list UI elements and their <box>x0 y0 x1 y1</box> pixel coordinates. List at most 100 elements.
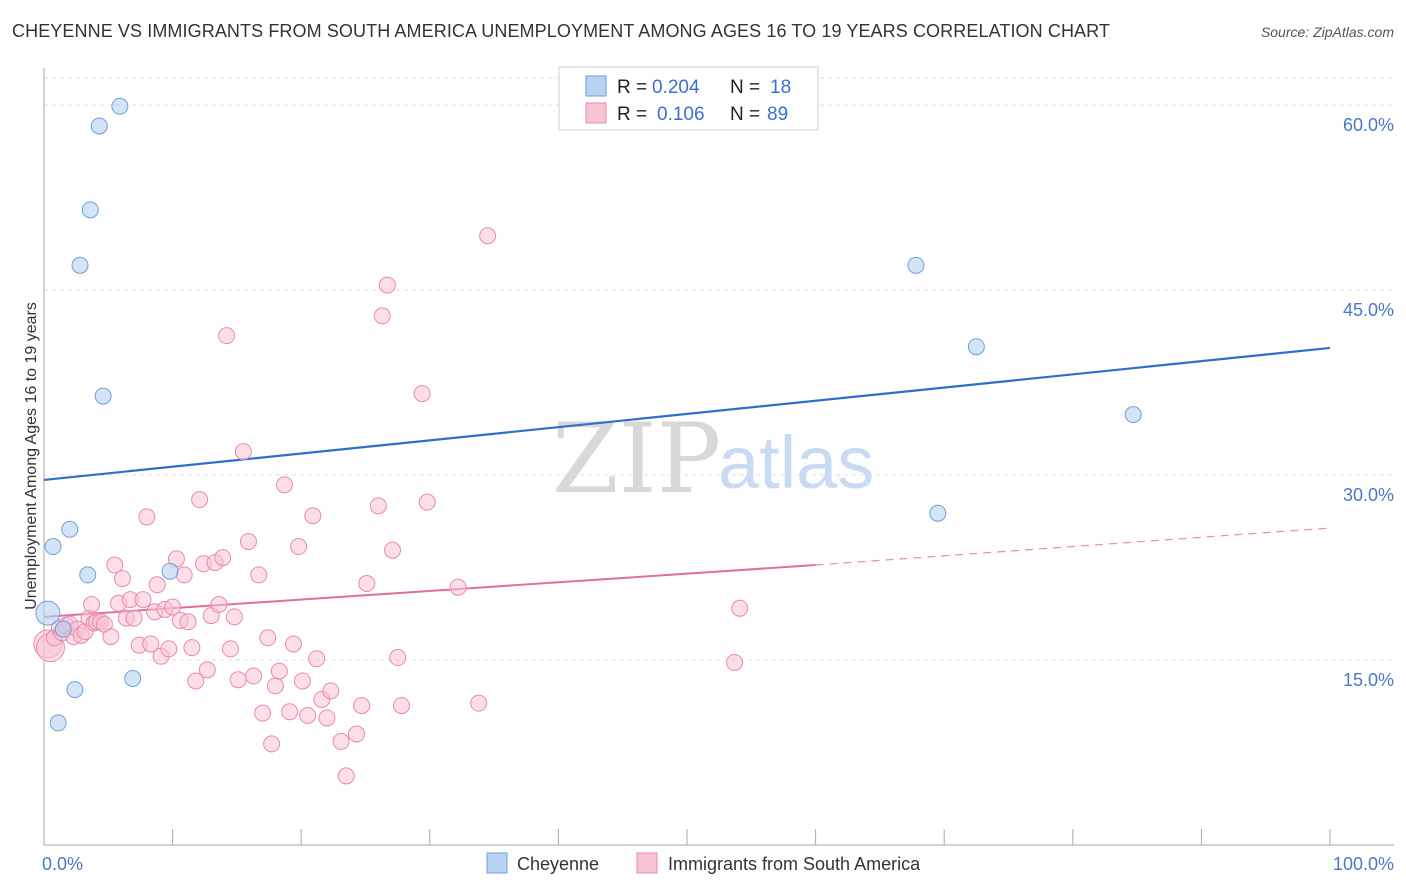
y-tick-labels: 15.0% 30.0% 45.0% 60.0% <box>1343 115 1394 690</box>
point-immigrants-12 <box>83 596 101 613</box>
point-immigrants-84 <box>449 578 467 596</box>
point-immigrants-55 <box>254 704 272 722</box>
point-cheyenne-1 <box>44 538 62 556</box>
point-immigrants-74 <box>353 697 371 715</box>
point-immigrants-36 <box>175 566 193 584</box>
point-cheyenne-4 <box>66 681 84 699</box>
grid-lines <box>44 77 1394 661</box>
point-cheyenne-2 <box>49 714 67 732</box>
chart-title: CHEYENNE VS IMMIGRANTS FROM SOUTH AMERIC… <box>12 21 1111 41</box>
point-immigrants-33 <box>164 598 182 616</box>
point-immigrants-66 <box>304 507 322 525</box>
legend-n-value-2: 89 <box>767 104 788 125</box>
point-immigrants-75 <box>358 575 376 593</box>
point-cheyenne-0 <box>35 600 61 626</box>
bottom-legend-swatch-cheyenne <box>486 852 508 874</box>
point-cheyenne-7 <box>81 201 99 219</box>
point-immigrants-60 <box>275 476 293 494</box>
point-immigrants-48 <box>221 640 239 658</box>
y-axis-label: Unemployment Among Ages 16 to 19 years <box>23 302 40 610</box>
point-immigrants-40 <box>191 491 209 509</box>
point-immigrants-23 <box>125 609 143 627</box>
point-immigrants-57 <box>263 735 281 753</box>
point-immigrants-80 <box>389 649 407 667</box>
legend-n-value-1: 18 <box>770 77 791 98</box>
series-immigrants-points <box>33 227 749 785</box>
point-immigrants-82 <box>413 385 431 403</box>
point-immigrants-61 <box>281 703 299 721</box>
point-immigrants-58 <box>266 677 284 695</box>
point-cheyenne-9 <box>94 387 112 405</box>
y-tick-label-15: 15.0% <box>1343 670 1394 690</box>
point-immigrants-56 <box>259 629 277 647</box>
point-immigrants-39 <box>187 672 205 690</box>
point-immigrants-20 <box>113 570 131 588</box>
point-immigrants-87 <box>726 653 744 671</box>
legend-n-label-2: N = <box>730 104 760 125</box>
point-immigrants-63 <box>290 538 308 556</box>
legend-swatch-immigrants <box>585 102 607 124</box>
point-immigrants-37 <box>179 613 197 631</box>
point-cheyenne-6 <box>79 566 97 584</box>
point-immigrants-62 <box>284 635 302 653</box>
point-cheyenne-11 <box>124 670 142 687</box>
point-immigrants-52 <box>239 533 257 551</box>
point-immigrants-78 <box>378 276 396 294</box>
legend-r-label-2: R = <box>617 104 647 125</box>
point-immigrants-25 <box>134 591 152 609</box>
point-cheyenne-15 <box>967 338 985 356</box>
point-immigrants-81 <box>393 697 411 715</box>
legend-r-value-1: 0.204 <box>652 77 700 98</box>
point-immigrants-65 <box>299 707 317 724</box>
point-immigrants-85 <box>470 694 488 712</box>
point-immigrants-47 <box>218 327 236 345</box>
point-cheyenne-16 <box>1124 406 1142 424</box>
point-immigrants-76 <box>369 497 387 515</box>
point-immigrants-72 <box>337 767 355 785</box>
y-tick-label-60: 60.0% <box>1343 115 1394 135</box>
trend-line-cheyenne <box>43 346 1331 482</box>
point-immigrants-51 <box>234 443 252 461</box>
correlation-legend: R = 0.204 N = 18 R = 0.106 N = 89 <box>558 66 819 131</box>
point-immigrants-73 <box>347 725 365 743</box>
point-immigrants-83 <box>418 493 436 511</box>
point-immigrants-86 <box>479 227 497 245</box>
trend-line-immigrants-extension <box>815 527 1331 566</box>
chart-source: Source: ZipAtlas.com <box>1260 24 1394 40</box>
point-cheyenne-3 <box>61 520 79 538</box>
point-cheyenne-17 <box>54 620 72 638</box>
watermark-atlas: atlas <box>718 421 874 504</box>
legend-swatch-cheyenne <box>585 75 607 97</box>
point-immigrants-32 <box>160 640 178 658</box>
point-immigrants-88 <box>731 599 749 617</box>
point-cheyenne-12 <box>161 562 179 580</box>
legend-n-label-1: N = <box>730 77 760 98</box>
point-immigrants-67 <box>308 650 326 668</box>
series-cheyenne-points <box>35 97 1142 732</box>
point-cheyenne-8 <box>90 117 108 135</box>
point-immigrants-18 <box>106 556 124 574</box>
point-cheyenne-14 <box>929 504 947 522</box>
point-immigrants-64 <box>293 672 311 690</box>
point-cheyenne-5 <box>71 256 89 274</box>
bottom-legend-label-immigrants: Immigrants from South America <box>668 854 921 874</box>
point-immigrants-38 <box>183 639 201 657</box>
point-immigrants-49 <box>225 608 243 626</box>
x-tick-label-0: 0.0% <box>42 854 83 874</box>
point-immigrants-54 <box>250 566 268 584</box>
x-tick-labels: 0.0% 100.0% <box>42 854 1394 874</box>
point-immigrants-77 <box>373 307 391 325</box>
point-immigrants-42 <box>198 661 216 679</box>
point-immigrants-29 <box>148 576 166 594</box>
point-immigrants-69 <box>318 709 336 727</box>
point-immigrants-26 <box>138 508 156 526</box>
point-immigrants-71 <box>332 732 350 750</box>
x-tick-label-100: 100.0% <box>1333 854 1394 874</box>
axes <box>43 68 1394 846</box>
point-cheyenne-13 <box>907 256 925 274</box>
legend-r-label-1: R = <box>617 77 647 98</box>
point-cheyenne-10 <box>111 97 129 115</box>
point-immigrants-45 <box>210 596 228 613</box>
point-immigrants-53 <box>245 667 263 685</box>
